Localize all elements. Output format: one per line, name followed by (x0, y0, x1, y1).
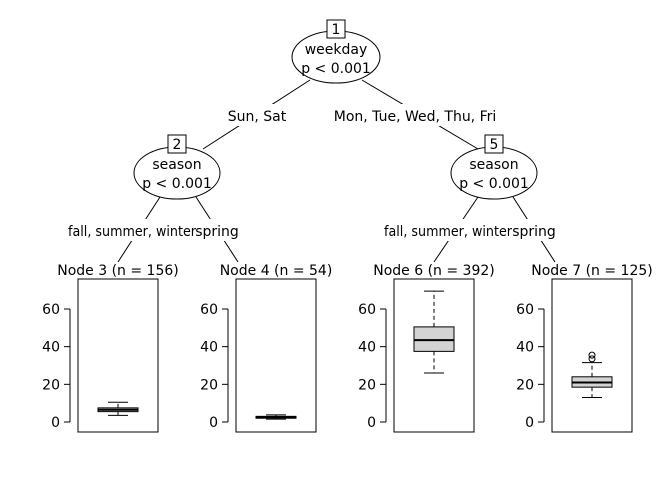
terminal-title-6: Node 6 (n = 392) (373, 263, 495, 279)
node-variable-2: season (152, 157, 201, 173)
y-tick-label: 60 (200, 302, 218, 318)
node-variable-5: season (469, 157, 518, 173)
edge-label-node5-right: spring (512, 224, 556, 240)
edge-label-sun-sat: Sun, Sat (228, 109, 287, 125)
boxplot-panel-7: 0 20 40 60 (516, 278, 633, 433)
y-tick-label: 0 (367, 415, 376, 431)
edge-label-node5-left: fall, summer, winter (384, 224, 512, 240)
edge-label-weekdays: Mon, Tue, Wed, Thu, Fri (334, 109, 497, 125)
terminal-title-3: Node 3 (n = 156) (57, 263, 179, 279)
node-pvalue-2: p < 0.001 (142, 176, 212, 192)
terminal-title-7: Node 7 (n = 125) (531, 263, 653, 279)
y-tick-label: 60 (42, 302, 60, 318)
inner-node-1: 1 weekday p < 0.001 (291, 19, 381, 84)
boxplot-panel-3: 0 20 40 60 (42, 278, 159, 433)
node-pvalue-1: p < 0.001 (301, 61, 371, 77)
y-tick-label: 0 (209, 415, 218, 431)
inner-node-5: 5 season p < 0.001 (450, 134, 538, 200)
panel-frame (235, 278, 317, 433)
y-tick-label: 20 (358, 377, 376, 393)
y-tick-label: 60 (358, 302, 376, 318)
inner-node-2: 2 season p < 0.001 (133, 134, 221, 200)
y-tick-label: 0 (51, 415, 60, 431)
y-tick-label: 20 (200, 377, 218, 393)
terminal-title-4: Node 4 (n = 54) (220, 263, 333, 279)
node-pvalue-5: p < 0.001 (459, 176, 529, 192)
y-tick-label: 20 (42, 377, 60, 393)
outlier-point (588, 351, 596, 359)
edge-label-node2-left: fall, summer, winter (68, 224, 196, 240)
y-tick-label: 20 (516, 377, 534, 393)
edge-label-node2-right: spring (195, 224, 239, 240)
outlier-point (588, 355, 596, 363)
y-tick-label: 60 (516, 302, 534, 318)
node-id-1: 1 (332, 22, 341, 38)
y-tick-label: 40 (200, 340, 218, 356)
boxplot-panel-4: 0 20 40 60 (200, 278, 317, 433)
y-tick-label: 0 (525, 415, 534, 431)
y-tick-label: 40 (42, 340, 60, 356)
node-id-2: 2 (173, 137, 182, 153)
boxplot-panel-6: 0 20 40 60 (358, 278, 475, 433)
node-variable-1: weekday (305, 42, 368, 58)
y-tick-label: 40 (516, 340, 534, 356)
node-id-5: 5 (490, 137, 499, 153)
y-tick-label: 40 (358, 340, 376, 356)
